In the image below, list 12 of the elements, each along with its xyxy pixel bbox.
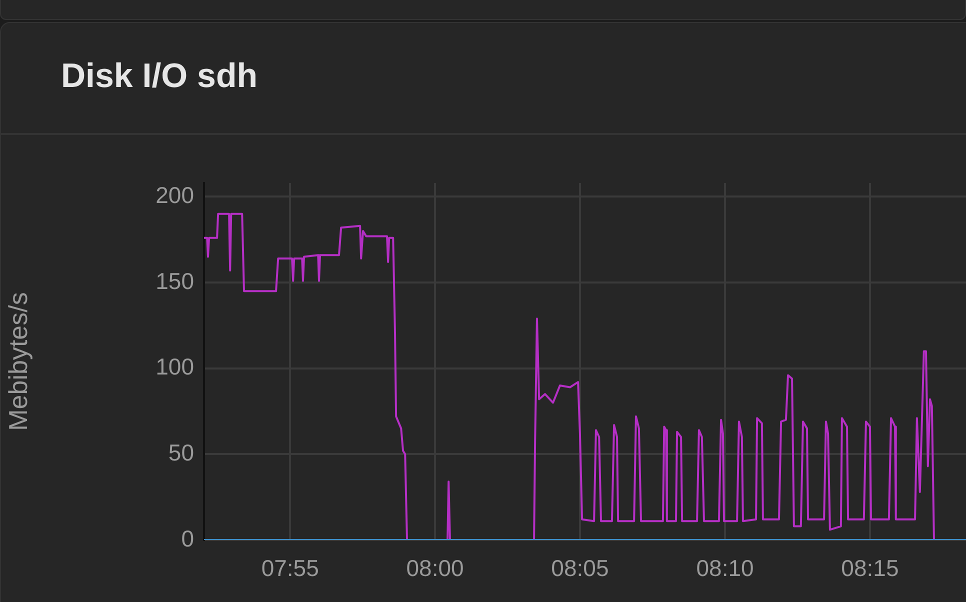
x-tick-label: 08:00 [406, 555, 464, 582]
chart-title: Disk I/O sdh [61, 57, 258, 96]
y-tick-label: 150 [156, 268, 194, 294]
y-tick-label: 50 [168, 440, 194, 466]
x-tick-label: 08:15 [841, 555, 899, 582]
x-tick-label: 08:05 [551, 555, 609, 582]
x-tick-label: 07:55 [261, 555, 319, 582]
x-tick-label: 08:10 [696, 555, 754, 582]
y-tick-label: 100 [156, 354, 194, 380]
y-tick-label: 0 [181, 525, 194, 552]
y-axis-title: Mebibytes/s [2, 292, 33, 431]
y-tick-label: 200 [156, 182, 194, 208]
